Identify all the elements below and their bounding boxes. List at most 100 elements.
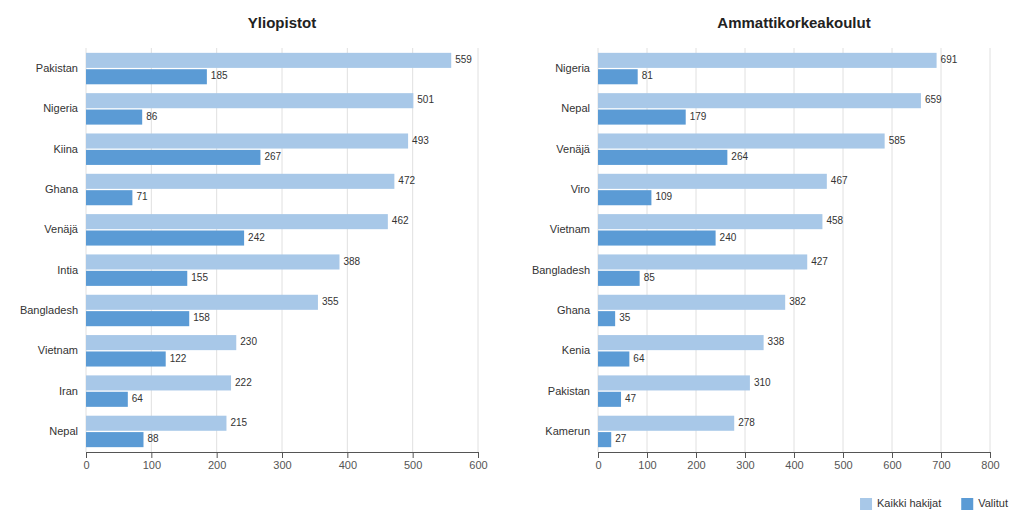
category-label: Iran <box>59 385 78 397</box>
tick-label: 0 <box>83 459 89 471</box>
category-tick: Pakistan <box>36 62 86 74</box>
tick: 800 <box>981 452 999 471</box>
tick-label: 800 <box>981 459 999 471</box>
tick-mark <box>347 452 348 458</box>
bar <box>86 335 236 350</box>
tick: 100 <box>143 452 161 471</box>
bar <box>86 93 413 108</box>
tick-mark <box>151 452 152 458</box>
data-label: 501 <box>417 94 434 105</box>
bar-series <box>86 69 260 447</box>
grid-line <box>282 48 283 452</box>
data-label: 691 <box>941 54 958 65</box>
bar <box>86 230 244 245</box>
category-label: Venäjä <box>556 143 591 155</box>
bar <box>86 69 207 84</box>
category-label: Kamerun <box>545 425 590 437</box>
category-label: Nepal <box>49 425 78 437</box>
bar <box>598 254 807 269</box>
data-label: 458 <box>826 215 843 226</box>
tick-label: 600 <box>883 459 901 471</box>
tick: 600 <box>883 452 901 471</box>
bars <box>598 53 937 447</box>
grid-line <box>794 48 795 452</box>
tick: 200 <box>687 452 705 471</box>
category-tick: Intia <box>57 264 86 276</box>
category-tick: Bangladesh <box>532 264 598 276</box>
bar <box>598 174 827 189</box>
bar <box>598 432 611 447</box>
chart-title: Ammattikorkeakoulut <box>717 14 870 31</box>
category-tick: Kamerun <box>545 425 598 437</box>
data-label: 85 <box>644 272 656 283</box>
category-tick: Kenia <box>562 344 598 356</box>
category-tick: Vietnam <box>38 344 86 356</box>
bar <box>598 335 764 350</box>
tick: 100 <box>638 452 656 471</box>
bar <box>86 214 388 229</box>
category-tick: Ghana <box>557 304 598 316</box>
y-axis: Pakistan Nigeria Kiina Ghana Venäjä Intia Bang… <box>20 62 86 437</box>
grid-line <box>86 48 87 452</box>
tick-label: 200 <box>687 459 705 471</box>
tick: 300 <box>273 452 291 471</box>
category-tick: Ghana <box>45 183 86 195</box>
bar <box>86 392 128 407</box>
data-label: 179 <box>690 111 707 122</box>
tick-label: 500 <box>834 459 852 471</box>
tick-label: 400 <box>785 459 803 471</box>
legend-item: Kaikki hakijat <box>860 497 941 510</box>
legend-swatch <box>860 498 872 510</box>
data-labels: 6916595854674584273823383102788117926410… <box>615 54 957 444</box>
data-label: 382 <box>789 296 806 307</box>
data-label: 278 <box>738 417 755 428</box>
grid-line <box>598 48 599 452</box>
tick: 400 <box>785 452 803 471</box>
category-tick: Iran <box>59 385 86 397</box>
data-label: 185 <box>211 70 228 81</box>
tick-mark <box>598 452 599 458</box>
category-tick: Nigeria <box>43 102 86 114</box>
data-label: 222 <box>235 377 252 388</box>
bar <box>86 53 451 68</box>
data-label: 242 <box>248 232 265 243</box>
data-label-series: 559501493472462388355230222215 <box>230 54 472 428</box>
bar <box>598 351 629 366</box>
category-label: Viro <box>571 183 590 195</box>
bar <box>86 110 142 125</box>
category-tick: Pakistan <box>548 385 598 397</box>
data-label: 27 <box>615 433 627 444</box>
category-label: Ghana <box>45 183 79 195</box>
bar <box>86 271 187 286</box>
data-label: 81 <box>642 70 654 81</box>
data-label: 64 <box>132 393 144 404</box>
tick-label: 400 <box>339 459 357 471</box>
category-tick: Bangladesh <box>20 304 86 316</box>
y-axis: NigeriaNepalVenäjäViroVietnamBangladeshG… <box>532 62 598 437</box>
bar <box>598 271 640 286</box>
tick-label: 500 <box>404 459 422 471</box>
data-label: 47 <box>625 393 637 404</box>
bar <box>86 174 394 189</box>
bar <box>598 230 716 245</box>
category-label: Ghana <box>557 304 591 316</box>
category-label: Kiina <box>54 143 79 155</box>
bar <box>86 375 231 390</box>
bar <box>86 311 189 326</box>
x-axis: 0100200300400500600700800 <box>595 452 999 471</box>
bar <box>598 295 785 310</box>
bar <box>86 295 318 310</box>
data-label: 264 <box>731 151 748 162</box>
grid-line <box>941 48 942 452</box>
legend: Kaikki hakijatValitut <box>860 497 1008 510</box>
tick-mark <box>282 452 283 458</box>
bar <box>598 375 750 390</box>
grid-line <box>696 48 697 452</box>
category-tick: Venäjä <box>44 223 86 235</box>
bar <box>598 392 621 407</box>
tick: 500 <box>404 452 422 471</box>
data-label: 493 <box>412 135 429 146</box>
grid-line <box>843 48 844 452</box>
tick-label: 300 <box>273 459 291 471</box>
tick-mark <box>794 452 795 458</box>
